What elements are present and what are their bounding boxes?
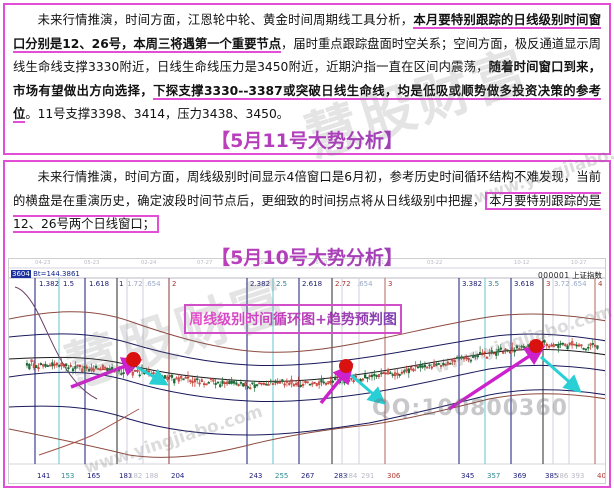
chart-bottom-tick: 181 xyxy=(119,472,133,480)
chart-fib-label: 2.5 xyxy=(276,280,288,288)
chart-bottom-tick: 393 xyxy=(571,472,585,480)
chart-bottom-tick: 182 xyxy=(129,472,143,480)
chart-fib-label: 3 xyxy=(546,280,551,288)
chart-bottom-tick: 357 xyxy=(487,472,501,480)
chart-fib-label: 1.72 xyxy=(127,280,143,288)
chart-fib-label: 3.618 xyxy=(514,280,535,288)
chart-fib-label: 2.72 xyxy=(335,280,351,288)
chart-symbol-code: 000001 xyxy=(537,271,570,280)
chart-fib-label: .654 xyxy=(357,280,373,288)
chart-bottom-tick: 406 xyxy=(597,472,606,480)
analysis-text-may10: 未来行情推演，时间方面，周线级别时间显示4倍窗口是6月初，参考历史时间循环结构不… xyxy=(5,162,609,237)
chart-header-readout: 3604 Bt=144.3861 xyxy=(11,270,80,278)
signal-dot xyxy=(339,359,353,373)
text-segment-boxed: 本月要特别跟踪的是12、26号两个日线窗口； xyxy=(13,191,601,233)
title-tag-may11: 【5月11号大势分析】 xyxy=(0,126,614,153)
chart-fib-label: 3.382 xyxy=(462,280,483,288)
chart-bottom-tick: 385 xyxy=(545,472,559,480)
chart-fib-label: 3.5 xyxy=(488,280,500,288)
text-segment: 。11号支撑3398、3414，压力3438、3450。 xyxy=(25,107,290,121)
chart-date-tick: 10-29 xyxy=(257,260,272,266)
chart-bottom-tick: 243 xyxy=(249,472,263,480)
chart-fib-label: 1.382 xyxy=(39,280,60,288)
chart-indicator-value: Bt=144.3861 xyxy=(33,270,80,278)
chart-fib-label: 4 xyxy=(598,280,603,288)
chart-fib-label: 3 xyxy=(388,280,393,288)
chart-date-tick: 02-24 xyxy=(141,260,156,266)
chart-bottom-tick: 291 xyxy=(361,472,375,480)
chart-bottom-tick: 283 xyxy=(334,472,348,480)
chart-date-tick: 04-23 xyxy=(35,260,50,266)
chart-canvas xyxy=(9,267,605,465)
chart-bottom-tick: 255 xyxy=(275,472,289,480)
text-segment: 未来行情推演，时间方面，周线级别时间显示4倍窗口是6月初，参考历史时间循环结构不… xyxy=(13,170,601,208)
chart-date-tick: 07-27 xyxy=(197,260,212,266)
chart-bottom-tick: 267 xyxy=(301,472,315,480)
chart-title-text: 周线级别时间循环图+趋势预判图 xyxy=(189,309,397,329)
stock-chart[interactable]: 3604 Bt=144.3861 000001 上证指数 04-23 05-23… xyxy=(8,258,606,484)
chart-bottom-tick: 345 xyxy=(461,472,475,480)
chart-fib-label: 2.618 xyxy=(302,280,323,288)
signal-dot xyxy=(529,339,543,353)
title-tag-may10: 【5月10号大势分析】 xyxy=(0,243,614,270)
chart-bottom-tick: 369 xyxy=(513,472,527,480)
analysis-text-may11: 未来行情推演，时间方面，江恩轮中轮、黄金时间周期线工具分析，本月要特别跟踪的日线… xyxy=(5,5,609,127)
chart-bottom-tick: 188 xyxy=(145,472,159,480)
signal-dot xyxy=(126,352,141,367)
text-segment-highlight: 下探支撑3330--3387或突破日线生命线 xyxy=(153,83,385,100)
text-segment: ，届时重点跟踪盘面时空关系；空间方面，极反通道显示周线生命线支撑3330附近，日… xyxy=(13,36,601,75)
chart-fib-label: .654 xyxy=(145,280,161,288)
chart-bottom-tick: 204 xyxy=(171,472,185,480)
chart-bottom-tick: 165 xyxy=(87,472,101,480)
chart-fib-label: 1.618 xyxy=(89,280,110,288)
chart-fib-label: 3.72 xyxy=(554,280,570,288)
chart-fib-label: 1 xyxy=(119,280,124,288)
chart-date-tick: 10-41 xyxy=(369,260,384,266)
chart-title-box: 周线级别时间循环图+趋势预判图 xyxy=(184,304,402,334)
text-segment-bold: 随着时间窗口到来，市场有望做出方向选择， xyxy=(13,60,601,98)
chart-date-tick: 10-12 xyxy=(514,260,529,266)
chart-price-value: 3604 xyxy=(11,270,31,278)
chart-symbol: 000001 上证指数 xyxy=(538,270,602,281)
chart-date-tick: 05-23 xyxy=(84,260,99,266)
chart-fib-label: 1.5 xyxy=(63,280,75,288)
analysis-panel-may11: 未来行情推演，时间方面，江恩轮中轮、黄金时间周期线工具分析，本月要特别跟踪的日线… xyxy=(3,3,611,155)
chart-date-tick: 03-22 xyxy=(427,260,442,266)
chart-date-tick: 10-27 xyxy=(571,260,586,266)
chart-fib-label: 2 xyxy=(172,280,177,288)
text-segment-highlight: ，均是低吸或顺势做多投资决策的参考位 xyxy=(13,83,601,123)
chart-bottom-tick: 153 xyxy=(61,472,75,480)
chart-bottom-tick: 141 xyxy=(37,472,51,480)
chart-date-tick: 06-30 xyxy=(312,260,327,266)
chart-bottom-tick: 306 xyxy=(387,472,401,480)
chart-bottom-tick: 386 xyxy=(555,472,569,480)
chart-bottom-tick: 284 xyxy=(344,472,358,480)
chart-symbol-name: 上证指数 xyxy=(572,271,602,280)
chart-fib-label: 2.382 xyxy=(250,280,271,288)
chart-fib-label: .654 xyxy=(571,280,587,288)
text-segment-highlight: 本月要特别跟踪的日线级别时间窗口分别是12、26号，本周三将遇第一个重要节点 xyxy=(13,13,601,53)
text-segment: 未来行情推演，时间方面，江恩轮中轮、黄金时间周期线工具分析， xyxy=(37,13,414,27)
